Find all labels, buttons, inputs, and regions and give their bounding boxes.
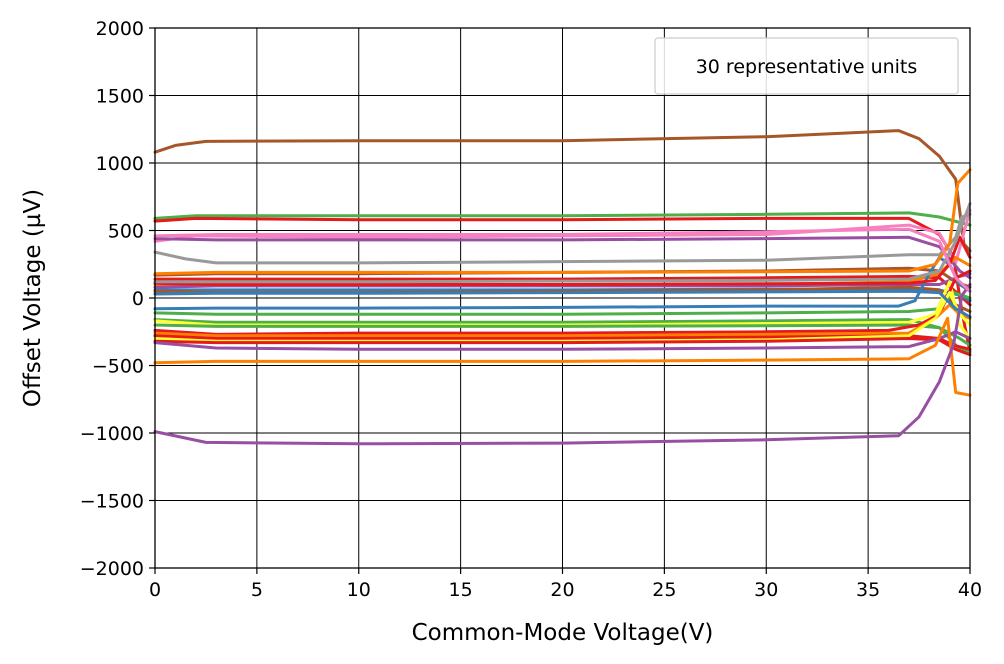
y-tick-label: 0: [132, 288, 144, 310]
series-line-unit-25: [153, 283, 972, 446]
y-tick-label: −2000: [80, 558, 144, 580]
legend-text: 30 representative units: [696, 56, 918, 78]
tick-marks: [149, 27, 971, 574]
x-tick-label: 5: [251, 579, 263, 601]
y-tick-label: −1000: [80, 423, 144, 445]
legend: 30 representative units: [654, 37, 959, 95]
series-line-unit-17: [153, 323, 972, 347]
y-tick-labels: −2000 −1500 −1000 −500 0 500 1000 1500 2000: [80, 18, 144, 580]
y-tick-label: −500: [92, 356, 144, 378]
series-line-unit-29: [153, 227, 972, 293]
x-tick-label: 20: [550, 579, 574, 601]
x-tick-label: 10: [347, 579, 371, 601]
y-tick-label: −1500: [80, 491, 144, 513]
y-tick-label: 1500: [96, 86, 144, 108]
series-line-unit-03: [153, 216, 972, 354]
y-tick-label: 1000: [96, 153, 144, 175]
x-tick-labels: 0 5 10 15 20 25 30 35 40: [149, 579, 982, 601]
x-tick-label: 30: [754, 579, 778, 601]
y-tick-label: 500: [108, 221, 144, 243]
series-line-unit-08: [153, 274, 972, 307]
series-line-unit-05: [153, 235, 972, 280]
series-group: [153, 129, 972, 446]
y-tick-label: 2000: [96, 18, 144, 40]
series-line-unit-24: [153, 316, 972, 397]
x-tick-label: 25: [652, 579, 676, 601]
x-tick-label: 0: [149, 579, 161, 601]
x-tick-label: 40: [958, 579, 982, 601]
series-line-unit-14: [153, 291, 972, 316]
legend-box: [654, 37, 959, 95]
x-axis-label: Common-Mode Voltage(V): [412, 620, 714, 646]
x-tick-label: 35: [856, 579, 880, 601]
x-tick-label: 15: [449, 579, 473, 601]
y-axis-label: Offset Voltage (µV): [20, 189, 46, 407]
series-line-unit-30: [153, 289, 972, 319]
series-line-unit-28: [153, 202, 972, 284]
series-line-unit-26: [153, 168, 972, 276]
series-line-unit-06: [153, 212, 972, 265]
series-line-unit-27: [153, 235, 972, 286]
